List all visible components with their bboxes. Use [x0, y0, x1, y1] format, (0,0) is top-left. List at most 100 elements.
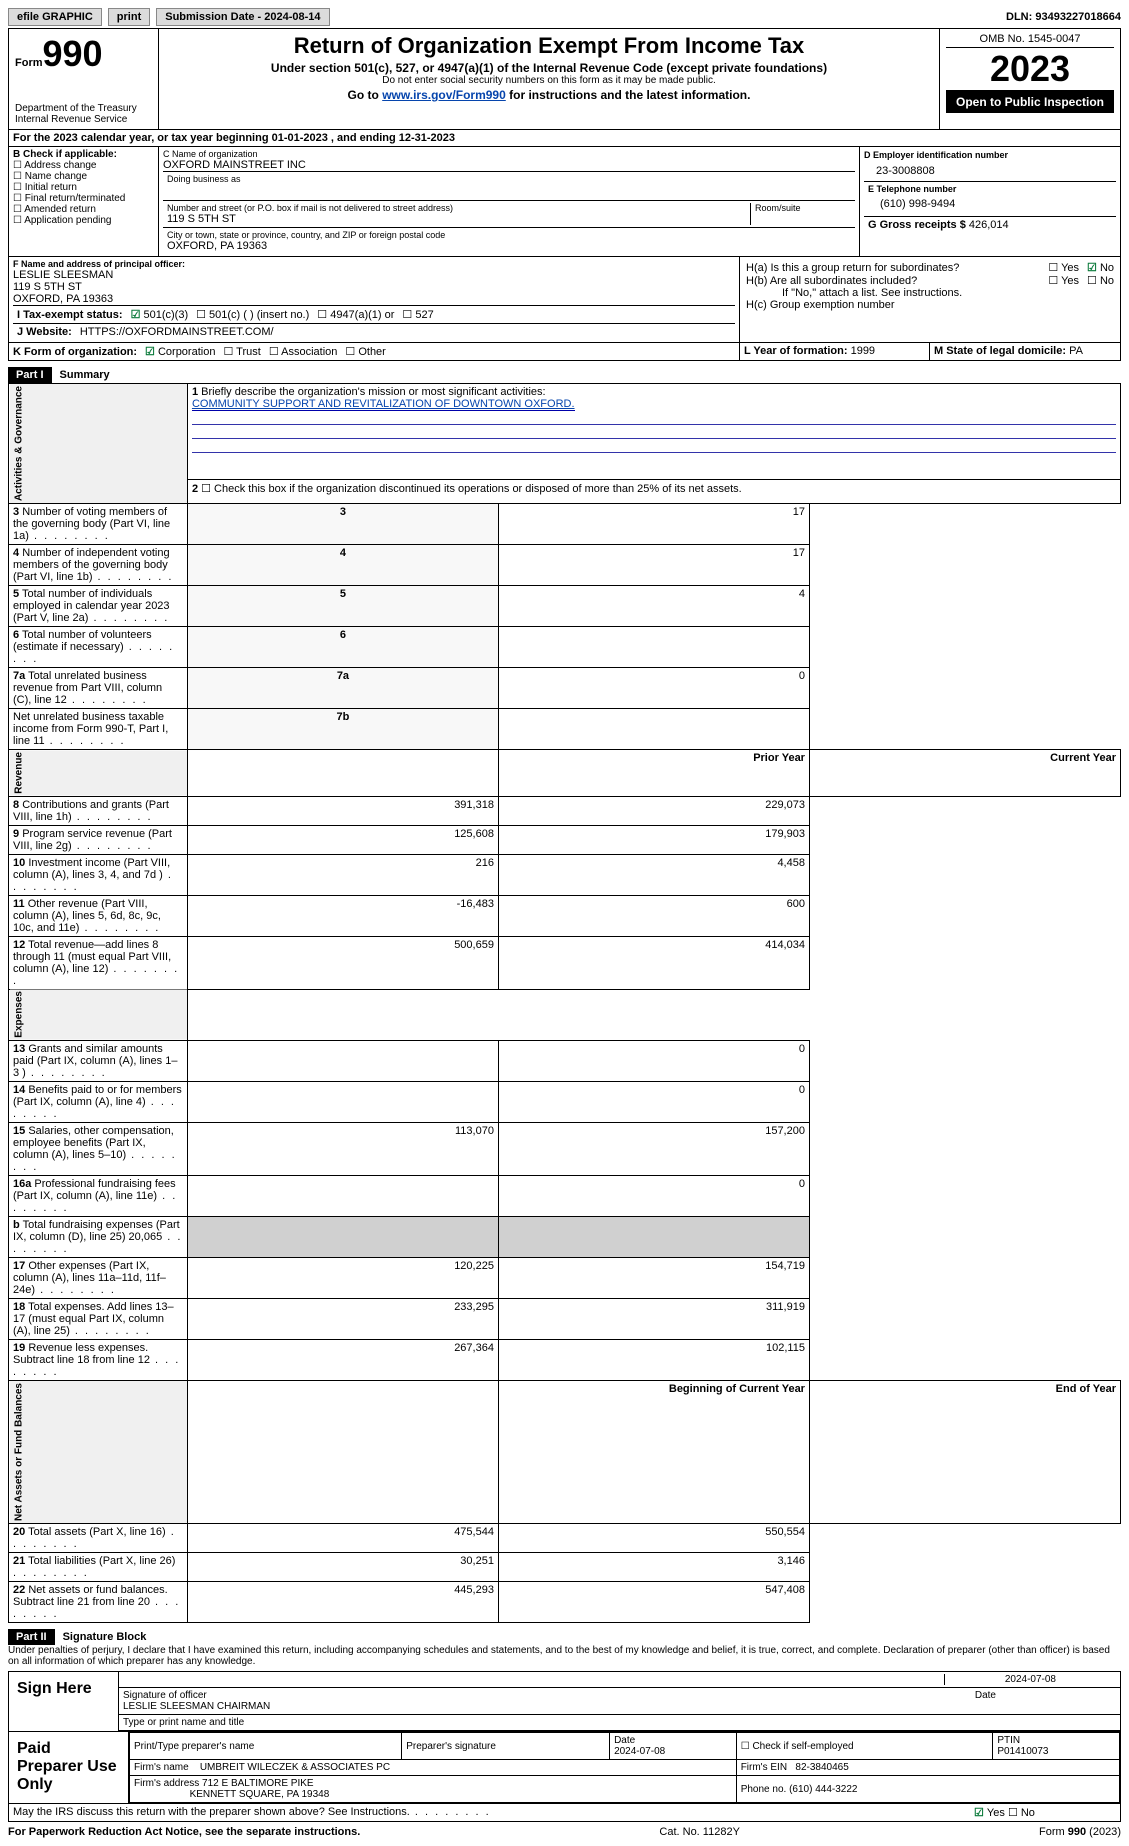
discuss-text: May the IRS discuss this return with the…	[9, 1804, 970, 1821]
firm-ein-label: Firm's EIN	[741, 1762, 787, 1773]
form-header: Form990 Department of the Treasury Inter…	[8, 28, 1121, 130]
website-label: J Website:	[17, 326, 72, 338]
officer-label: F Name and address of principal officer:	[13, 259, 735, 269]
chk-assoc[interactable]: Association	[269, 345, 338, 358]
penalty-text: Under penalties of perjury, I declare th…	[8, 1645, 1121, 1667]
discuss-no[interactable]: No	[1008, 1807, 1035, 1819]
chk-b-2[interactable]: Initial return	[13, 182, 154, 193]
officer-addr1: 119 S 5TH ST	[13, 281, 735, 293]
submission-date: Submission Date - 2024-08-14	[156, 8, 329, 26]
block-bcdefg: B Check if applicable: Address changeNam…	[8, 147, 1121, 257]
prep-sig-label: Preparer's signature	[402, 1733, 610, 1760]
col-end: End of Year	[809, 1381, 1120, 1524]
ptin-label: PTIN	[997, 1735, 1020, 1746]
print-button[interactable]: print	[108, 8, 150, 26]
org-name: OXFORD MAINSTREET INC	[163, 159, 855, 171]
chk-b-0[interactable]: Address change	[13, 160, 154, 171]
section-c: C Name of organization OXFORD MAINSTREET…	[159, 147, 860, 256]
chk-b-5[interactable]: Application pending	[13, 215, 154, 226]
cat-revenue: Revenue	[9, 750, 188, 797]
right-col-deg: D Employer identification number 23-3008…	[860, 147, 1120, 256]
col-begin: Beginning of Current Year	[498, 1381, 809, 1524]
pra-notice: For Paperwork Reduction Act Notice, see …	[8, 1826, 360, 1838]
ha-no[interactable]: No	[1087, 261, 1114, 274]
cat-no: Cat. No. 11282Y	[659, 1826, 740, 1838]
paid-label: Paid Preparer Use Only	[9, 1732, 129, 1803]
tax-year: 2023	[946, 48, 1114, 91]
gross-receipts: 426,014	[969, 219, 1009, 231]
part1-header: Part ISummary	[8, 361, 1121, 383]
phone: (610) 998-9494	[868, 194, 1112, 214]
chk-527[interactable]: 527	[402, 308, 433, 321]
firm-ein: 82-3840465	[795, 1762, 848, 1773]
dept-treasury: Department of the Treasury	[15, 103, 152, 114]
formation-year: 1999	[851, 345, 875, 357]
block-fh: F Name and address of principal officer:…	[8, 257, 1121, 343]
chk-trust[interactable]: Trust	[223, 345, 260, 358]
ptin: P01410073	[997, 1746, 1048, 1757]
org-name-label: C Name of organization	[163, 149, 855, 159]
open-public: Open to Public Inspection	[946, 91, 1114, 113]
cat-net: Net Assets or Fund Balances	[9, 1381, 188, 1524]
form-subtitle: Under section 501(c), 527, or 4947(a)(1)…	[165, 61, 933, 75]
gross-label: G Gross receipts $	[868, 219, 966, 231]
ha-label: H(a) Is this a group return for subordin…	[746, 262, 1040, 274]
chk-b-3[interactable]: Final return/terminated	[13, 193, 154, 204]
form-label: Form	[15, 57, 43, 69]
row-k-lm: K Form of organization: Corporation Trus…	[8, 343, 1121, 361]
domicile-label: M State of legal domicile:	[934, 345, 1066, 357]
firm-addr1: 712 E BALTIMORE PIKE	[202, 1778, 314, 1789]
dba-label: Doing business as	[163, 171, 855, 186]
efile-button[interactable]: efile GRAPHIC	[8, 8, 102, 26]
discuss-row: May the IRS discuss this return with the…	[8, 1804, 1121, 1822]
type-print-label: Type or print name and title	[119, 1715, 1120, 1731]
website: HTTPS://OXFORDMAINSTREET.COM/	[80, 326, 274, 338]
formation-label: L Year of formation:	[744, 345, 848, 357]
sig-date-label: Date	[975, 1690, 996, 1701]
mission-text: COMMUNITY SUPPORT AND REVITALIZATION OF …	[192, 398, 575, 411]
sig-officer-label: Signature of officer	[123, 1690, 207, 1701]
sig-date: 2024-07-08	[944, 1674, 1116, 1685]
irs-label: Internal Revenue Service	[15, 114, 152, 125]
form-number: 990	[43, 33, 103, 74]
form-title: Return of Organization Exempt From Incom…	[165, 33, 933, 59]
chk-b-4[interactable]: Amended return	[13, 204, 154, 215]
chk-corp[interactable]: Corporation	[145, 345, 215, 358]
ein-label: D Employer identification number	[864, 150, 1008, 160]
officer-addr2: OXFORD, PA 19363	[13, 293, 735, 305]
col-prior: Prior Year	[498, 750, 809, 797]
hb-yes[interactable]: Yes	[1048, 274, 1079, 287]
page-footer: For Paperwork Reduction Act Notice, see …	[8, 1826, 1121, 1838]
top-toolbar: efile GRAPHIC print Submission Date - 20…	[8, 8, 1121, 26]
form-footer: Form 990 (2023)	[1039, 1826, 1121, 1838]
hb-label: H(b) Are all subordinates included?	[746, 275, 1040, 287]
part2-header: Part IISignature Block	[8, 1623, 1121, 1645]
firm-phone: (610) 444-3222	[789, 1784, 857, 1795]
paid-preparer-block: Paid Preparer Use Only Print/Type prepar…	[8, 1732, 1121, 1804]
room-label: Room/suite	[751, 203, 851, 225]
chk-other[interactable]: Other	[345, 345, 385, 358]
chk-501c[interactable]: 501(c) ( ) (insert no.)	[196, 308, 309, 321]
dln: DLN: 93493227018664	[1006, 11, 1121, 23]
firm-name: UMBREIT WILECZEK & ASSOCIATES PC	[200, 1762, 390, 1773]
section-b-header: B Check if applicable:	[13, 149, 154, 160]
chk-501c3[interactable]: 501(c)(3)	[131, 308, 189, 321]
tax-exempt-label: I Tax-exempt status:	[17, 309, 123, 321]
irs-link[interactable]: www.irs.gov/Form990	[382, 88, 506, 102]
sign-here-label: Sign Here	[9, 1672, 119, 1731]
city: OXFORD, PA 19363	[167, 240, 851, 252]
street-label: Number and street (or P.O. box if mail i…	[167, 203, 750, 213]
discuss-yes[interactable]: Yes	[974, 1807, 1005, 1819]
firm-label: Firm's name	[134, 1762, 189, 1773]
self-emp-label: Check if self-employed	[752, 1741, 853, 1752]
hb-no[interactable]: No	[1087, 274, 1114, 287]
chk-b-1[interactable]: Name change	[13, 171, 154, 182]
prep-date: 2024-07-08	[614, 1746, 665, 1757]
section-b: B Check if applicable: Address changeNam…	[9, 147, 159, 256]
ha-yes[interactable]: Yes	[1048, 261, 1079, 274]
cat-governance: Activities & Governance	[9, 384, 188, 504]
officer-name: LESLIE SLEESMAN	[13, 269, 735, 281]
signature-block: Sign Here 2024-07-08 Signature of office…	[8, 1671, 1121, 1732]
chk-4947[interactable]: 4947(a)(1) or	[317, 308, 394, 321]
col-current: Current Year	[809, 750, 1120, 797]
